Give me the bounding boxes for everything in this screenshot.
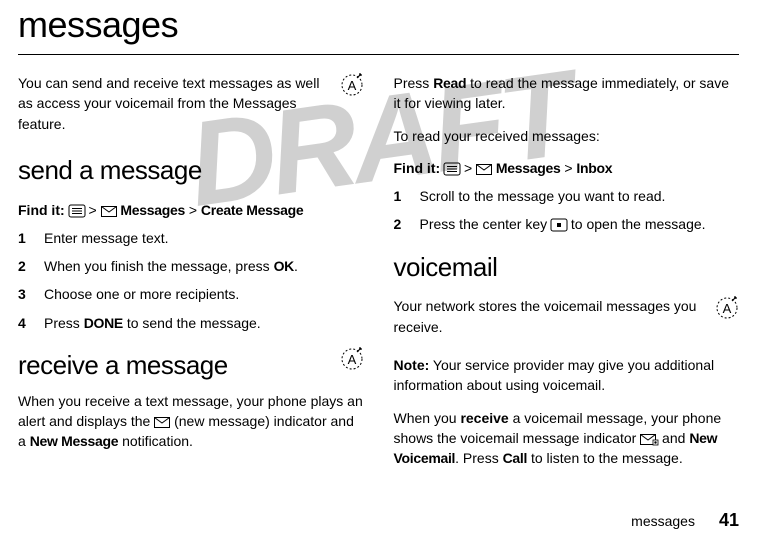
findit-create: Create Message [201,202,303,218]
note-text: Your service provider may give you addit… [394,357,715,393]
gt1: > [88,202,96,218]
step-pre: When you finish the message, press [44,258,274,274]
findit-inbox-label: Inbox [576,160,612,176]
read-pre: Press [394,75,434,91]
step-text: Choose one or more recipients. [44,284,364,304]
read-step-2: 2 Press the center key to open the messa… [394,214,740,234]
gt2: > [564,160,572,176]
antenna-icon: A [715,296,739,320]
page-footer: messages 41 [631,510,739,531]
to-read: To read your received messages: [394,126,740,146]
svg-text:A: A [347,352,356,367]
vmr-m2: and [658,430,689,446]
intro-row: You can send and receive text messages a… [18,73,364,134]
vm-intro-row: Your network stores the voicemail messag… [394,296,740,337]
findit-label: Find it: [18,202,65,218]
receive-heading: receive a message [18,347,228,385]
two-column-layout: You can send and receive text messages a… [18,73,739,481]
findit-inbox: Find it: > Messages > Inbox [394,158,740,178]
step-post: . [294,258,298,274]
antenna-icon: A [340,73,364,97]
step-text: Enter message text. [44,228,364,248]
envelope-icon [154,413,170,429]
vmr-b1: receive [460,410,508,426]
voicemail-indicator-icon [640,430,658,446]
read-bold: Read [433,75,466,91]
right-column: Press Read to read the message immediate… [394,73,740,481]
svg-text:A: A [723,301,732,316]
receive-para: When you receive a text message, your ph… [18,391,364,452]
envelope-icon [476,160,496,176]
step-text: Press the center key to open the message… [420,214,740,234]
vm-receive-para: When you receive a voicemail message, yo… [394,408,740,469]
vmr-post: to listen to the message. [527,450,683,466]
step-pre: Press the center key [420,216,552,232]
step-post: to open the message. [567,216,706,232]
vmr-m3: . Press [455,450,502,466]
intro-text: You can send and receive text messages a… [18,73,330,134]
step-pre: Press [44,315,84,331]
step-num: 3 [18,284,30,304]
step-num: 1 [18,228,30,248]
vm-intro: Your network stores the voicemail messag… [394,296,706,337]
menu-key-icon [69,202,89,218]
findit-send: Find it: > Messages > Create Message [18,200,364,220]
svg-text:A: A [347,78,356,93]
step-bold: DONE [84,315,123,331]
vmr-b3: Call [503,450,527,466]
step-post: to send the message. [123,315,261,331]
envelope-icon [101,202,121,218]
step-num: 4 [18,313,30,333]
antenna-icon: A [340,347,364,371]
vmr-pre: When you [394,410,461,426]
page-number: 41 [719,510,739,531]
center-key-icon [551,216,567,232]
left-column: You can send and receive text messages a… [18,73,364,481]
step-text: Press DONE to send the message. [44,313,364,333]
send-step-2: 2 When you finish the message, press OK. [18,256,364,276]
step-text: When you finish the message, press OK. [44,256,364,276]
findit-label: Find it: [394,160,441,176]
page-content: messages You can send and receive text m… [0,0,757,481]
send-step-3: 3 Choose one or more recipients. [18,284,364,304]
menu-key-icon [444,160,464,176]
voicemail-heading: voicemail [394,249,740,287]
gt1: > [464,160,472,176]
findit-messages: Messages [496,160,561,176]
footer-label: messages [631,513,695,529]
step-text: Scroll to the message you want to read. [420,186,740,206]
recv-bold: New Message [30,433,119,449]
step-bold: OK [274,258,294,274]
step-num: 2 [18,256,30,276]
read-line: Press Read to read the message immediate… [394,73,740,114]
findit-messages: Messages [120,202,185,218]
read-step-1: 1 Scroll to the message you want to read… [394,186,740,206]
step-num: 2 [394,214,406,234]
gt2: > [189,202,197,218]
step-num: 1 [394,186,406,206]
vm-note: Note: Your service provider may give you… [394,355,740,396]
send-step-1: 1 Enter message text. [18,228,364,248]
note-label: Note: [394,357,430,373]
send-heading: send a message [18,152,364,190]
page-title: messages [18,0,739,55]
recv-post: notification. [118,433,193,449]
send-step-4: 4 Press DONE to send the message. [18,313,364,333]
